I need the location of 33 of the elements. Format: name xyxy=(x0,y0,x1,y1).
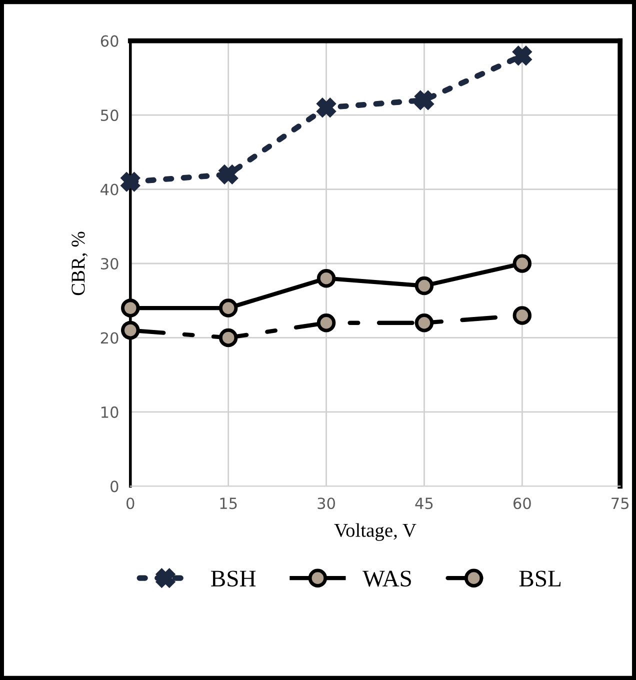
point xyxy=(218,298,238,318)
point xyxy=(512,254,532,273)
x-tick-label: 75 xyxy=(612,498,628,510)
point xyxy=(316,98,336,117)
point xyxy=(121,320,140,340)
x-axis-title: Voltage, V xyxy=(334,523,416,541)
point xyxy=(218,328,238,348)
y-tick-label: 0 xyxy=(110,480,118,492)
point xyxy=(414,276,434,296)
y-tick-label: 10 xyxy=(102,406,118,418)
x-tick-label: 30 xyxy=(318,498,335,510)
legend-label: BSH xyxy=(211,570,256,587)
x-tick-label: 15 xyxy=(220,498,237,510)
y-tick-label: 30 xyxy=(100,258,118,270)
point xyxy=(512,306,532,325)
point xyxy=(316,268,336,288)
point xyxy=(414,314,434,332)
x-tick-label: 60 xyxy=(514,498,531,510)
point xyxy=(121,172,140,192)
point xyxy=(414,90,434,110)
x-tick-label: 0 xyxy=(126,498,134,510)
point xyxy=(512,46,532,66)
legend-label: WAS xyxy=(362,570,411,587)
point xyxy=(218,165,238,184)
x-tick-label: 45 xyxy=(415,498,433,510)
y-tick-label: 20 xyxy=(100,332,118,344)
y-tick-label: 60 xyxy=(100,35,118,47)
point xyxy=(316,314,336,332)
legend-label: BSL xyxy=(519,570,561,587)
y-tick-label: 40 xyxy=(100,184,118,196)
y-tick-label: 50 xyxy=(101,110,118,122)
y-axis-title: CBR, % xyxy=(72,232,88,296)
point xyxy=(121,298,140,318)
